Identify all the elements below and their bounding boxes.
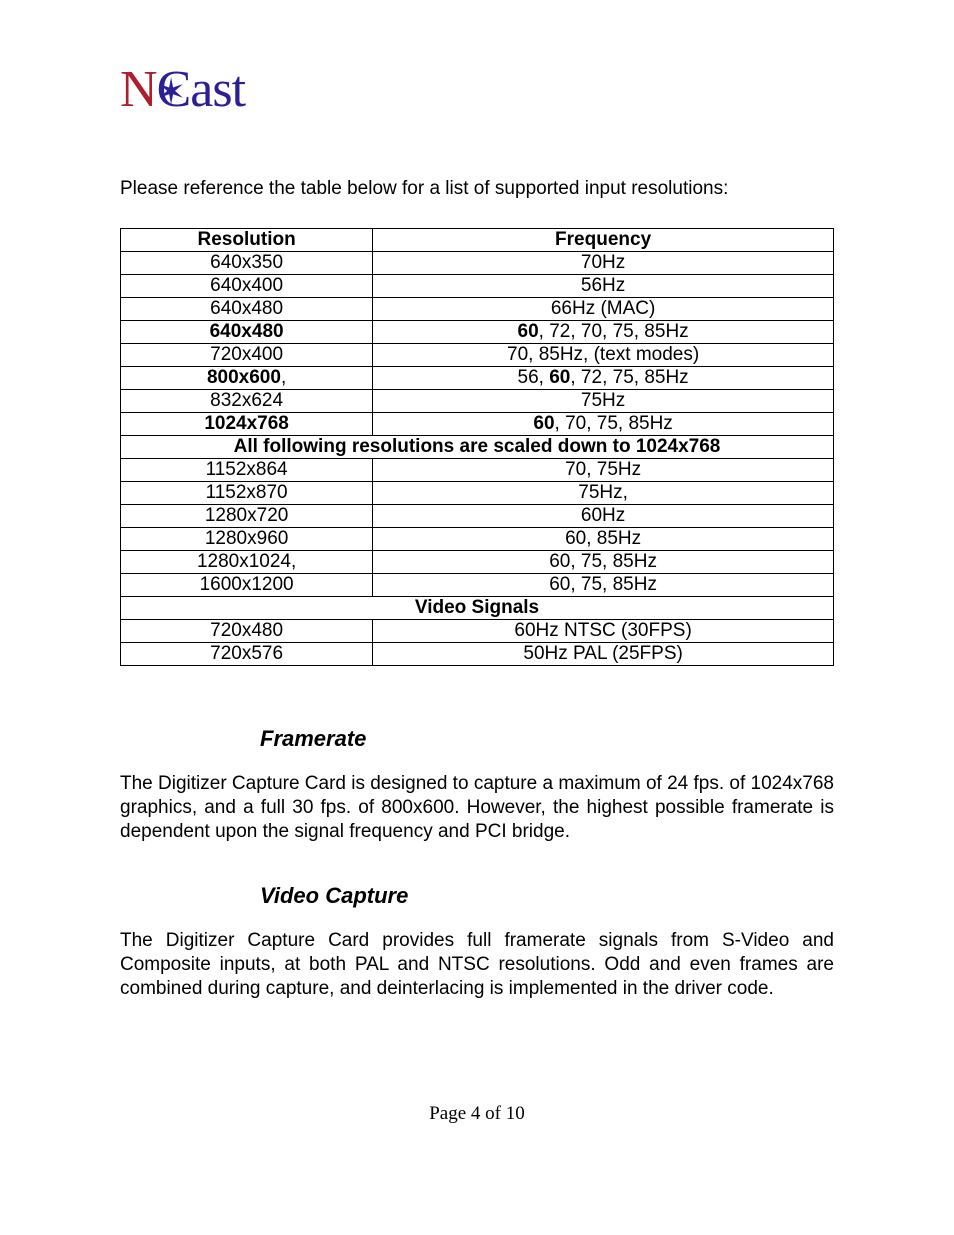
section-title-video-capture: Video Capture (260, 883, 834, 909)
resolution-cell: 1600x1200 (121, 574, 373, 597)
frequency-cell: 75Hz (373, 390, 834, 413)
resolution-cell: 1280x960 (121, 528, 373, 551)
resolution-cell: 1152x870 (121, 482, 373, 505)
resolution-cell: 1024x768 (121, 413, 373, 436)
table-body: 640x35070Hz640x40056Hz640x48066Hz (MAC)6… (121, 252, 834, 666)
resolution-cell: 1280x720 (121, 505, 373, 528)
page-footer: Page 4 of 10 (0, 1103, 954, 1125)
frequency-cell: 60, 70, 75, 85Hz (373, 413, 834, 436)
resolution-cell: 1280x1024, (121, 551, 373, 574)
resolution-cell: 832x624 (121, 390, 373, 413)
table-row: All following resolutions are scaled dow… (121, 436, 834, 459)
logo-n: N (120, 61, 157, 118)
frequency-cell: 60, 72, 70, 75, 85Hz (373, 321, 834, 344)
table-row: 640x48060, 72, 70, 75, 85Hz (121, 321, 834, 344)
frequency-cell: 56, 60, 72, 75, 85Hz (373, 367, 834, 390)
ncast-logo: N✶Cast (120, 60, 245, 119)
frequency-cell: 60, 85Hz (373, 528, 834, 551)
resolution-cell: 800x600, (121, 367, 373, 390)
table-row: 1280x96060, 85Hz (121, 528, 834, 551)
resolution-cell: 720x400 (121, 344, 373, 367)
table-row: 1024x76860, 70, 75, 85Hz (121, 413, 834, 436)
resolution-cell: 640x480 (121, 321, 373, 344)
header-resolution: Resolution (121, 229, 373, 252)
frequency-cell: 56Hz (373, 275, 834, 298)
frequency-cell: 50Hz PAL (25FPS) (373, 643, 834, 666)
table-span-cell: Video Signals (121, 597, 834, 620)
table-row: 1280x72060Hz (121, 505, 834, 528)
table-row: Video Signals (121, 597, 834, 620)
framerate-body: The Digitizer Capture Card is designed t… (120, 772, 834, 843)
logo-star-icon: ✶ (156, 74, 185, 110)
table-row: 720x57650Hz PAL (25FPS) (121, 643, 834, 666)
frequency-cell: 75Hz, (373, 482, 834, 505)
resolution-cell: 640x350 (121, 252, 373, 275)
intro-paragraph: Please reference the table below for a l… (120, 178, 834, 200)
frequency-cell: 60, 75, 85Hz (373, 551, 834, 574)
table-row: 720x40070, 85Hz, (text modes) (121, 344, 834, 367)
document-page: N✶Cast Please reference the table below … (0, 0, 954, 1235)
frequency-cell: 60Hz (373, 505, 834, 528)
table-row: 1600x120060, 75, 85Hz (121, 574, 834, 597)
table-row: 832x62475Hz (121, 390, 834, 413)
table-row: 1152x87075Hz, (121, 482, 834, 505)
table-row: 720x48060Hz NTSC (30FPS) (121, 620, 834, 643)
table-row: 640x48066Hz (MAC) (121, 298, 834, 321)
frequency-cell: 66Hz (MAC) (373, 298, 834, 321)
resolution-cell: 640x400 (121, 275, 373, 298)
section-title-framerate: Framerate (260, 726, 834, 752)
table-row: 800x600,56, 60, 72, 75, 85Hz (121, 367, 834, 390)
resolution-cell: 1152x864 (121, 459, 373, 482)
resolution-cell: 720x480 (121, 620, 373, 643)
table-row: 1152x86470, 75Hz (121, 459, 834, 482)
frequency-cell: 60, 75, 85Hz (373, 574, 834, 597)
table-row: 640x35070Hz (121, 252, 834, 275)
frequency-cell: 70, 75Hz (373, 459, 834, 482)
header-frequency: Frequency (373, 229, 834, 252)
table-row: 640x40056Hz (121, 275, 834, 298)
video-capture-body: The Digitizer Capture Card provides full… (120, 929, 834, 1000)
resolution-cell: 720x576 (121, 643, 373, 666)
table-header-row: Resolution Frequency (121, 229, 834, 252)
table-row: 1280x1024,60, 75, 85Hz (121, 551, 834, 574)
frequency-cell: 70, 85Hz, (text modes) (373, 344, 834, 367)
resolution-cell: 640x480 (121, 298, 373, 321)
frequency-cell: 60Hz NTSC (30FPS) (373, 620, 834, 643)
table-span-cell: All following resolutions are scaled dow… (121, 436, 834, 459)
frequency-cell: 70Hz (373, 252, 834, 275)
resolutions-table: Resolution Frequency 640x35070Hz640x4005… (120, 228, 834, 666)
